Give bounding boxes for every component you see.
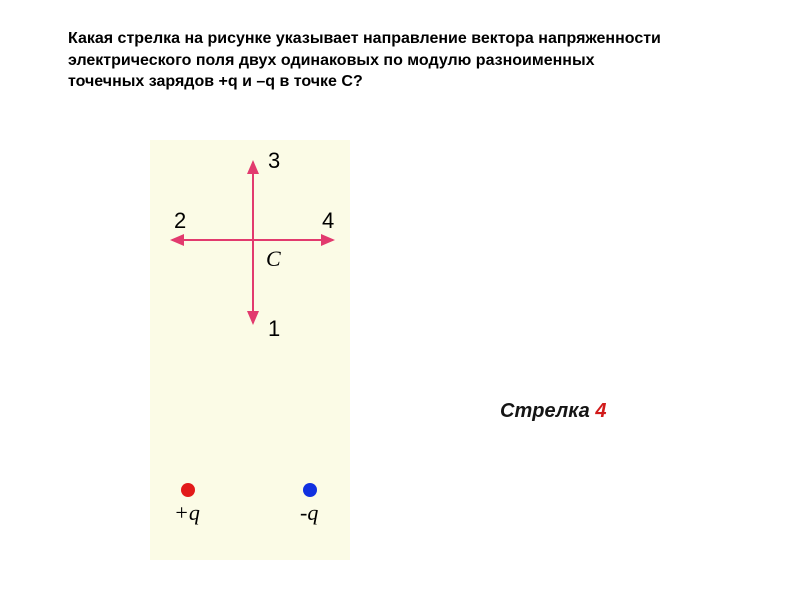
answer-number: 4 xyxy=(595,400,606,422)
physics-diagram: 3 1 2 4 C +q -q xyxy=(150,140,350,560)
answer-word: Стрелка xyxy=(500,400,590,422)
arrows-svg xyxy=(150,140,350,560)
label-4: 4 xyxy=(322,208,334,234)
charge-negative-label: -q xyxy=(300,500,318,526)
point-c-label: C xyxy=(266,246,281,272)
slide: Какая стрелка на рисунке указывает напра… xyxy=(0,0,800,600)
charge-positive-label: +q xyxy=(174,500,200,526)
charge-negative-dot xyxy=(303,483,317,497)
question-text: Какая стрелка на рисунке указывает напра… xyxy=(68,28,668,93)
label-3: 3 xyxy=(268,148,280,174)
label-1: 1 xyxy=(268,316,280,342)
label-2: 2 xyxy=(174,208,186,234)
charge-positive-dot xyxy=(181,483,195,497)
answer-text: Стрелка 4 xyxy=(500,400,606,423)
